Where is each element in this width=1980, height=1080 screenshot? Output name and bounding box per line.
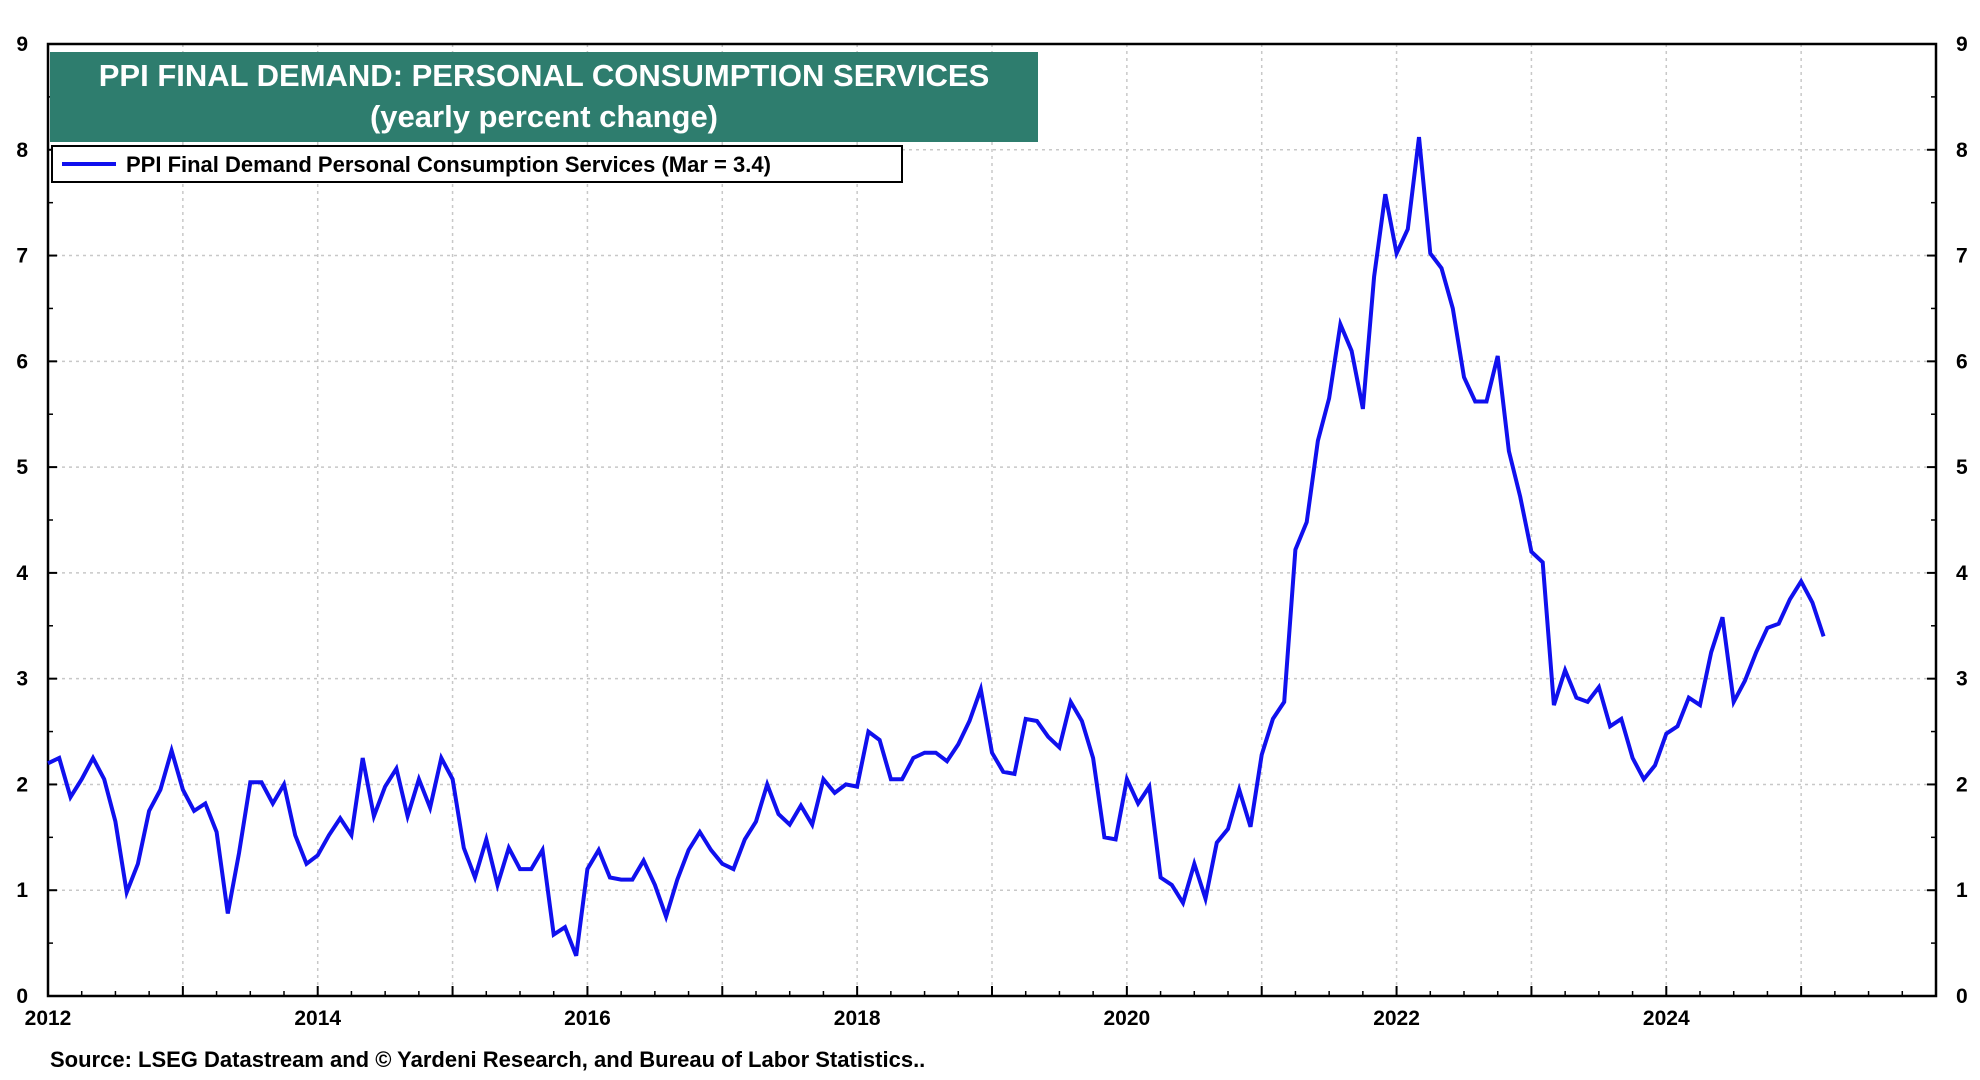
y-tick-label-right: 8 (1956, 139, 1968, 162)
x-tick-label: 2022 (1373, 1007, 1420, 1030)
y-tick-label-left: 5 (16, 456, 28, 479)
chart-subtitle: (yearly percent change) (370, 99, 718, 134)
y-tick-label-right: 1 (1956, 879, 1968, 902)
y-tick-label-left: 2 (16, 773, 28, 796)
y-tick-label-right: 2 (1956, 773, 1968, 796)
y-tick-label-left: 9 (16, 33, 28, 56)
y-tick-label-right: 9 (1956, 33, 1968, 56)
legend-label: PPI Final Demand Personal Consumption Se… (126, 152, 771, 177)
axis-labels: 0 0 1 1 2 2 3 3 4 4 5 5 6 6 7 7 8 8 9 9 2012 2014 2016 2018 2020… (16, 33, 1968, 1030)
y-tick-label-left: 8 (16, 139, 28, 162)
series-line-ppi-services (47, 136, 1826, 957)
source-note: Source: LSEG Datastream and © Yardeni Re… (50, 1047, 925, 1072)
y-tick-label-right: 3 (1956, 668, 1968, 691)
y-tick-label-right: 4 (1956, 562, 1968, 585)
y-tick-label-left: 4 (16, 562, 28, 585)
x-tick-label: 2020 (1103, 1007, 1150, 1030)
axis-ticks (47, 43, 1937, 997)
x-tick-label: 2012 (25, 1007, 72, 1030)
y-tick-label-left: 3 (16, 668, 28, 691)
legend-box (51, 145, 903, 183)
title-box (50, 52, 1038, 142)
x-tick-label: 2018 (834, 1007, 881, 1030)
y-tick-label-left: 0 (16, 985, 28, 1008)
y-tick-label-left: 6 (16, 350, 28, 373)
y-tick-label-right: 0 (1956, 985, 1968, 1008)
y-tick-label-left: 7 (16, 245, 28, 268)
gridlines (48, 44, 1936, 996)
y-tick-label-right: 6 (1956, 350, 1968, 373)
x-tick-label: 2024 (1643, 1007, 1690, 1030)
y-tick-label-left: 1 (16, 879, 28, 902)
y-tick-label-right: 7 (1956, 245, 1968, 268)
x-tick-label: 2014 (294, 1007, 341, 1030)
x-tick-label: 2016 (564, 1007, 611, 1030)
chart-title: PPI FINAL DEMAND: PERSONAL CONSUMPTION S… (99, 58, 990, 93)
y-tick-label-right: 5 (1956, 456, 1968, 479)
